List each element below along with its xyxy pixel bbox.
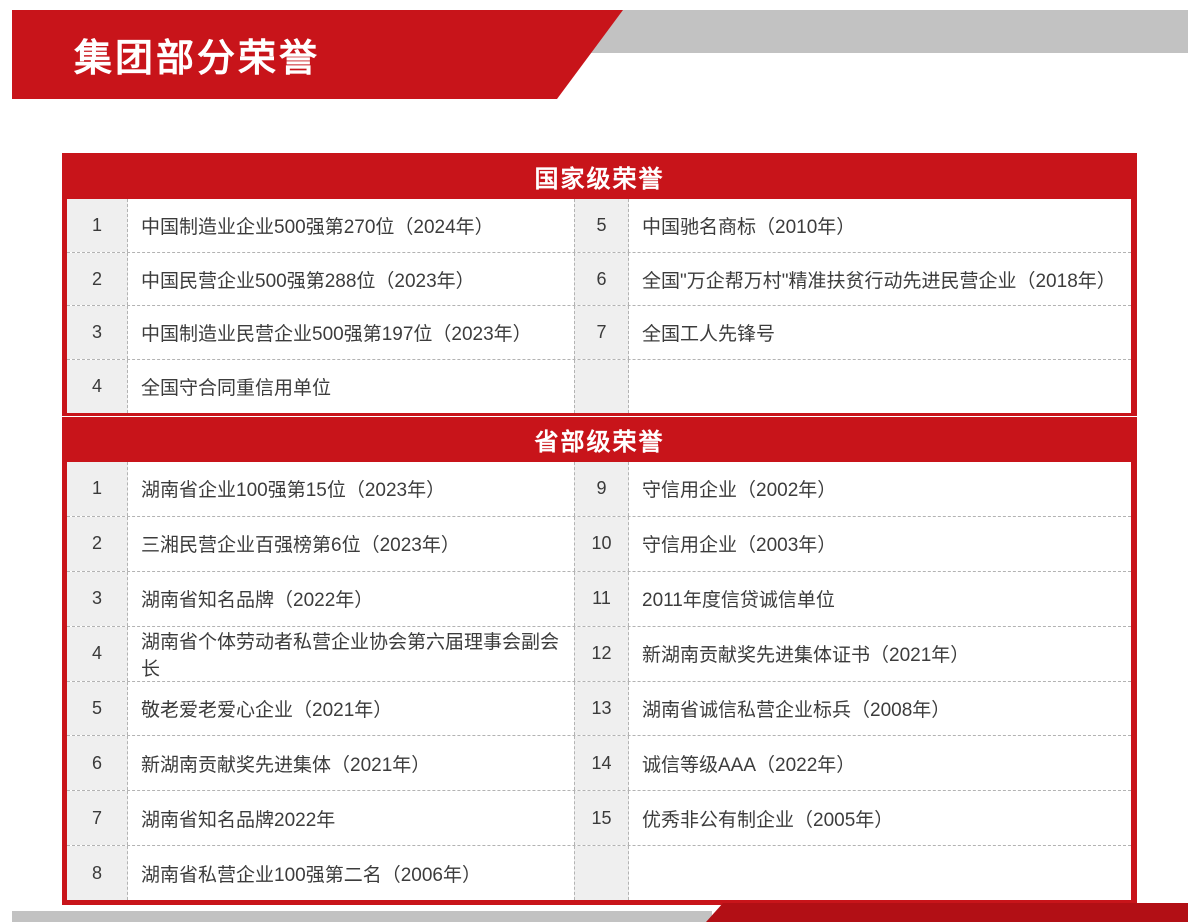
honor-text-right: 全国工人先锋号 bbox=[642, 324, 776, 346]
row-number-left: 2 bbox=[67, 516, 128, 571]
provincial-honors-header: 省部级荣誉 bbox=[62, 417, 1137, 462]
honor-text-left: 中国制造业民营企业500强第197位（2023年） bbox=[141, 324, 532, 346]
header-gray-bar bbox=[560, 10, 1188, 53]
honor-text-left: 湖南省企业100强第15位（2023年） bbox=[141, 480, 446, 502]
honor-text-right: 优秀非公有制企业（2005年） bbox=[642, 809, 894, 831]
row-number-left: 1 bbox=[67, 199, 128, 252]
honor-text-left: 湖南省个体劳动者私营企业协会第六届理事会副会长 bbox=[141, 631, 560, 680]
honor-text-left: 全国守合同重信用单位 bbox=[141, 377, 332, 399]
table-row: 3 中国制造业民营企业500强第197位（2023年） 7 全国工人先锋号 bbox=[67, 306, 1131, 361]
row-number-right: 5 bbox=[574, 199, 629, 252]
title-banner: 集团部分荣誉 bbox=[12, 10, 623, 99]
honor-text-left: 中国制造业企业500强第270位（2024年） bbox=[141, 216, 494, 238]
row-number-left: 4 bbox=[67, 360, 128, 413]
honor-text-left: 中国民营企业500强第288位（2023年） bbox=[141, 270, 475, 292]
table-row: 5 敬老爱老爱心企业（2021年） 13 湖南省诚信私营企业标兵（2008年） bbox=[67, 681, 1131, 737]
footer-red-bar bbox=[706, 903, 1188, 922]
honor-text-right: 全国"万企帮万村"精准扶贫行动先进民营企业（2018年） bbox=[642, 270, 1116, 292]
honor-text-left: 三湘民营企业百强榜第6位（2023年） bbox=[141, 535, 460, 557]
table-row: 2 中国民营企业500强第288位（2023年） 6 全国"万企帮万村"精准扶贫行动先… bbox=[67, 252, 1131, 307]
table-row: 1 湖南省企业100强第15位（2023年） 9 守信用企业（2002年） bbox=[67, 462, 1131, 517]
honor-text-left: 湖南省私营企业100强第二名（2006年） bbox=[141, 864, 481, 886]
national-honors-section: 国家级荣誉 1 中国制造业企业500强第270位（2024年） 5 中国驰名商标（20… bbox=[62, 153, 1137, 416]
table-row: 8 湖南省私营企业100强第二名（2006年） bbox=[67, 846, 1131, 901]
table-row: 4 湖南省个体劳动者私营企业协会第六届理事会副会长 12 新湖南贡献奖先进集体证书（2… bbox=[67, 626, 1131, 682]
honor-text-right: 湖南省诚信私营企业标兵（2008年） bbox=[642, 700, 951, 721]
table-row: 4 全国守合同重信用单位 bbox=[67, 360, 1131, 413]
honor-text-right bbox=[629, 846, 1131, 900]
row-number-left: 3 bbox=[67, 571, 128, 626]
page-title: 集团部分荣誉 bbox=[74, 38, 321, 80]
honor-text-right: 2011年度信贷诚信单位 bbox=[642, 590, 835, 612]
row-number-right bbox=[574, 360, 629, 413]
table-row: 3 湖南省知名品牌（2022年） 11 2011年度信贷诚信单位 bbox=[67, 571, 1131, 627]
honor-text-left: 湖南省知名品牌（2022年） bbox=[141, 590, 374, 612]
table-row: 6 新湖南贡献奖先进集体（2021年） 14 诚信等级AAA（2022年） bbox=[67, 736, 1131, 792]
honor-text-right: 守信用企业（2003年） bbox=[642, 535, 837, 557]
honor-text-left: 新湖南贡献奖先进集体（2021年） bbox=[141, 754, 431, 776]
honor-text-left: 湖南省知名品牌2022年 bbox=[141, 809, 336, 831]
row-number-right: 11 bbox=[574, 571, 629, 626]
row-number-left: 6 bbox=[67, 736, 128, 791]
table-row: 1 中国制造业企业500强第270位（2024年） 5 中国驰名商标（2010年） bbox=[67, 199, 1131, 253]
honor-text-right: 新湖南贡献奖先进集体证书（2021年） bbox=[642, 645, 970, 667]
honor-text-right bbox=[629, 360, 1131, 413]
row-number-right: 9 bbox=[574, 462, 629, 516]
table-row: 7 湖南省知名品牌2022年 15 优秀非公有制企业（2005年） bbox=[67, 791, 1131, 847]
row-number-right: 15 bbox=[574, 791, 629, 846]
row-number-right: 6 bbox=[574, 252, 629, 306]
honor-text-right: 诚信等级AAA（2022年） bbox=[642, 754, 856, 776]
row-number-left: 7 bbox=[67, 791, 128, 846]
row-number-right: 14 bbox=[574, 736, 629, 791]
row-number-left: 4 bbox=[67, 626, 128, 681]
honor-text-right: 中国驰名商标（2010年） bbox=[642, 216, 856, 238]
honor-text-right: 守信用企业（2002年） bbox=[642, 480, 837, 502]
row-number-left: 2 bbox=[67, 252, 128, 306]
table-row: 2 三湘民营企业百强榜第6位（2023年） 10 守信用企业（2003年） bbox=[67, 516, 1131, 572]
row-number-left: 5 bbox=[67, 681, 128, 736]
row-number-left: 1 bbox=[67, 462, 128, 516]
row-number-right bbox=[574, 846, 629, 901]
row-number-left: 3 bbox=[67, 306, 128, 360]
row-number-left: 8 bbox=[67, 846, 128, 901]
national-honors-table: 1 中国制造业企业500强第270位（2024年） 5 中国驰名商标（2010年） 2 中… bbox=[62, 199, 1137, 416]
provincial-honors-table: 1 湖南省企业100强第15位（2023年） 9 守信用企业（2002年） 2 三湘民营企… bbox=[62, 462, 1137, 906]
footer-gray-bar bbox=[12, 911, 712, 922]
row-number-right: 7 bbox=[574, 306, 629, 360]
national-honors-header: 国家级荣誉 bbox=[62, 153, 1137, 199]
row-number-right: 13 bbox=[574, 681, 629, 736]
row-number-right: 12 bbox=[574, 626, 629, 681]
row-number-right: 10 bbox=[574, 516, 629, 571]
provincial-honors-section: 省部级荣誉 1 湖南省企业100强第15位（2023年） 9 守信用企业（2002年）… bbox=[62, 417, 1137, 906]
honor-text-left: 敬老爱老爱心企业（2021年） bbox=[141, 700, 393, 721]
